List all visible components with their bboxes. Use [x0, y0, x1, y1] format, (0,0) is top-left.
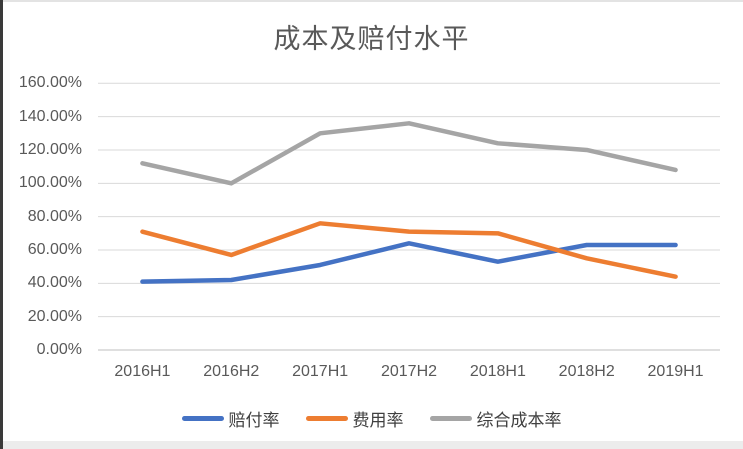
series-line-2	[140, 121, 678, 186]
window-left-border	[0, 0, 3, 449]
window-bottom-border	[0, 441, 743, 449]
legend-item: 费用率	[305, 406, 404, 431]
legend-label: 赔付率	[228, 410, 280, 430]
window-top-border	[0, 0, 743, 2]
legend-label: 综合成本率	[476, 410, 562, 430]
y-axis-tick-label: 160.00%	[18, 74, 82, 92]
series-line-1	[140, 221, 678, 279]
legend-line-swatch	[429, 415, 472, 421]
y-axis-tick-label: 60.00%	[27, 240, 82, 258]
x-axis-category-label: 2017H2	[380, 363, 438, 380]
y-axis-tick-label: 140.00%	[18, 107, 82, 125]
y-axis-tick-label: 80.00%	[27, 207, 82, 225]
y-axis-tick-label: 40.00%	[27, 274, 82, 292]
x-axis-category-label: 2016H1	[114, 363, 171, 380]
chart-legend: 赔付率 费用率 综合成本率	[0, 405, 743, 431]
y-axis-tick-label: 100.00%	[18, 174, 82, 192]
legend-item: 综合成本率	[429, 406, 562, 431]
x-axis-category-label: 2019H1	[647, 363, 704, 380]
series-line-0	[140, 241, 678, 284]
legend-line-swatch	[181, 415, 224, 421]
legend-label: 费用率	[352, 410, 404, 430]
chart-title: 成本及赔付水平	[273, 24, 470, 54]
y-axis-tick-label: 0.00%	[36, 341, 82, 358]
y-axis-tick-label: 120.00%	[18, 140, 82, 158]
legend-item: 赔付率	[181, 406, 280, 431]
legend-line-swatch	[305, 415, 348, 421]
x-axis-category-label: 2018H2	[558, 363, 615, 380]
x-axis-category-label: 2017H1	[292, 363, 349, 380]
y-axis-tick-label: 20.00%	[27, 307, 82, 325]
x-axis-category-label: 2016H2	[203, 363, 260, 380]
x-axis-category-label: 2018H1	[469, 363, 526, 380]
